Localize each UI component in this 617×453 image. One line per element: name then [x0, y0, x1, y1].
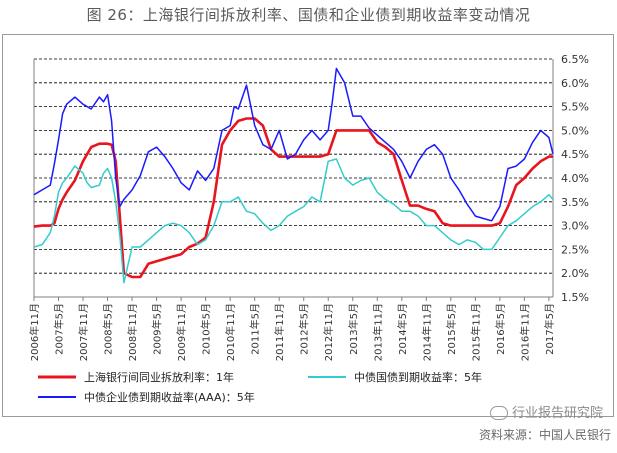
x-tick-label: 2014年5月 — [396, 303, 409, 355]
x-tick-label: 2007年5月 — [53, 303, 66, 355]
x-tick-label: 2010年5月 — [200, 303, 213, 355]
x-tick-label: 2014年11月 — [420, 303, 433, 361]
x-tick-label: 2015年11月 — [469, 303, 482, 361]
x-tick-label: 2012年5月 — [298, 303, 311, 355]
y-tick-label: 2.5% — [561, 243, 589, 256]
x-tick-label: 2009年5月 — [151, 303, 164, 355]
source-note: 资料来源：中国人民银行 — [478, 428, 611, 442]
legend-label-corporate: 中债企业债到期收益率(AAA)：5年 — [84, 390, 255, 404]
x-tick-label: 2007年11月 — [77, 303, 90, 361]
y-tick-label: 6.5% — [561, 53, 589, 66]
line-chart: 1.5% 2.0% 2.5% 3.0% 3.5% 4.0% 4.5% 5.0% 5.5% 6.0%… — [28, 53, 589, 404]
y-tick-label: 5.0% — [561, 124, 589, 137]
legend-label-shibor: 上海银行间同业拆放利率：1年 — [84, 370, 234, 384]
x-tick-label: 2013年5月 — [347, 303, 360, 355]
series-line-treasury — [33, 158, 554, 284]
x-tick-label: 2008年5月 — [102, 303, 115, 355]
chart-title: 图 26：上海银行间拆放利率、国债和企业债到期收益率变动情况 — [86, 6, 531, 24]
x-tick-label: 2010年11月 — [224, 303, 237, 361]
x-tick-label: 2015年5月 — [445, 303, 458, 355]
y-tick-label: 4.5% — [561, 148, 589, 161]
y-tick-label: 5.5% — [561, 101, 589, 114]
legend-label-treasury: 中债国债到期收益率：5年 — [354, 370, 482, 384]
y-tick-label: 4.0% — [561, 172, 589, 185]
x-tick-label: 2011年5月 — [249, 303, 262, 355]
x-tick-label: 2016年11月 — [518, 303, 531, 361]
x-tick-label: 2008年11月 — [126, 303, 139, 361]
watermark-text: 行业报告研究院 — [511, 406, 603, 421]
chart-frame: 1.5% 2.0% 2.5% 3.0% 3.5% 4.0% 4.5% 5.0% 5.5% 6.0%… — [2, 34, 614, 417]
x-tick-label: 2006年11月 — [28, 303, 41, 361]
y-tick-label: 3.5% — [561, 196, 589, 209]
x-tick-label: 2013年11月 — [371, 303, 384, 361]
x-tick-label: 2017年5月 — [543, 303, 556, 355]
y-tick-label: 3.0% — [561, 220, 589, 233]
y-tick-label: 6.0% — [561, 77, 589, 90]
x-tick-label: 2016年5月 — [494, 303, 507, 355]
x-tick-label: 2009年11月 — [175, 303, 188, 361]
wechat-icon — [489, 405, 508, 420]
series-line-corporate — [33, 67, 554, 222]
watermark: 行业报告研究院 — [489, 402, 603, 421]
y-tick-label: 1.5% — [561, 291, 589, 304]
x-tick-label: 2011年11月 — [273, 303, 286, 361]
x-tick-label: 2012年11月 — [322, 303, 335, 361]
series-line-shibor — [33, 117, 553, 279]
y-tick-label: 2.0% — [561, 267, 589, 280]
